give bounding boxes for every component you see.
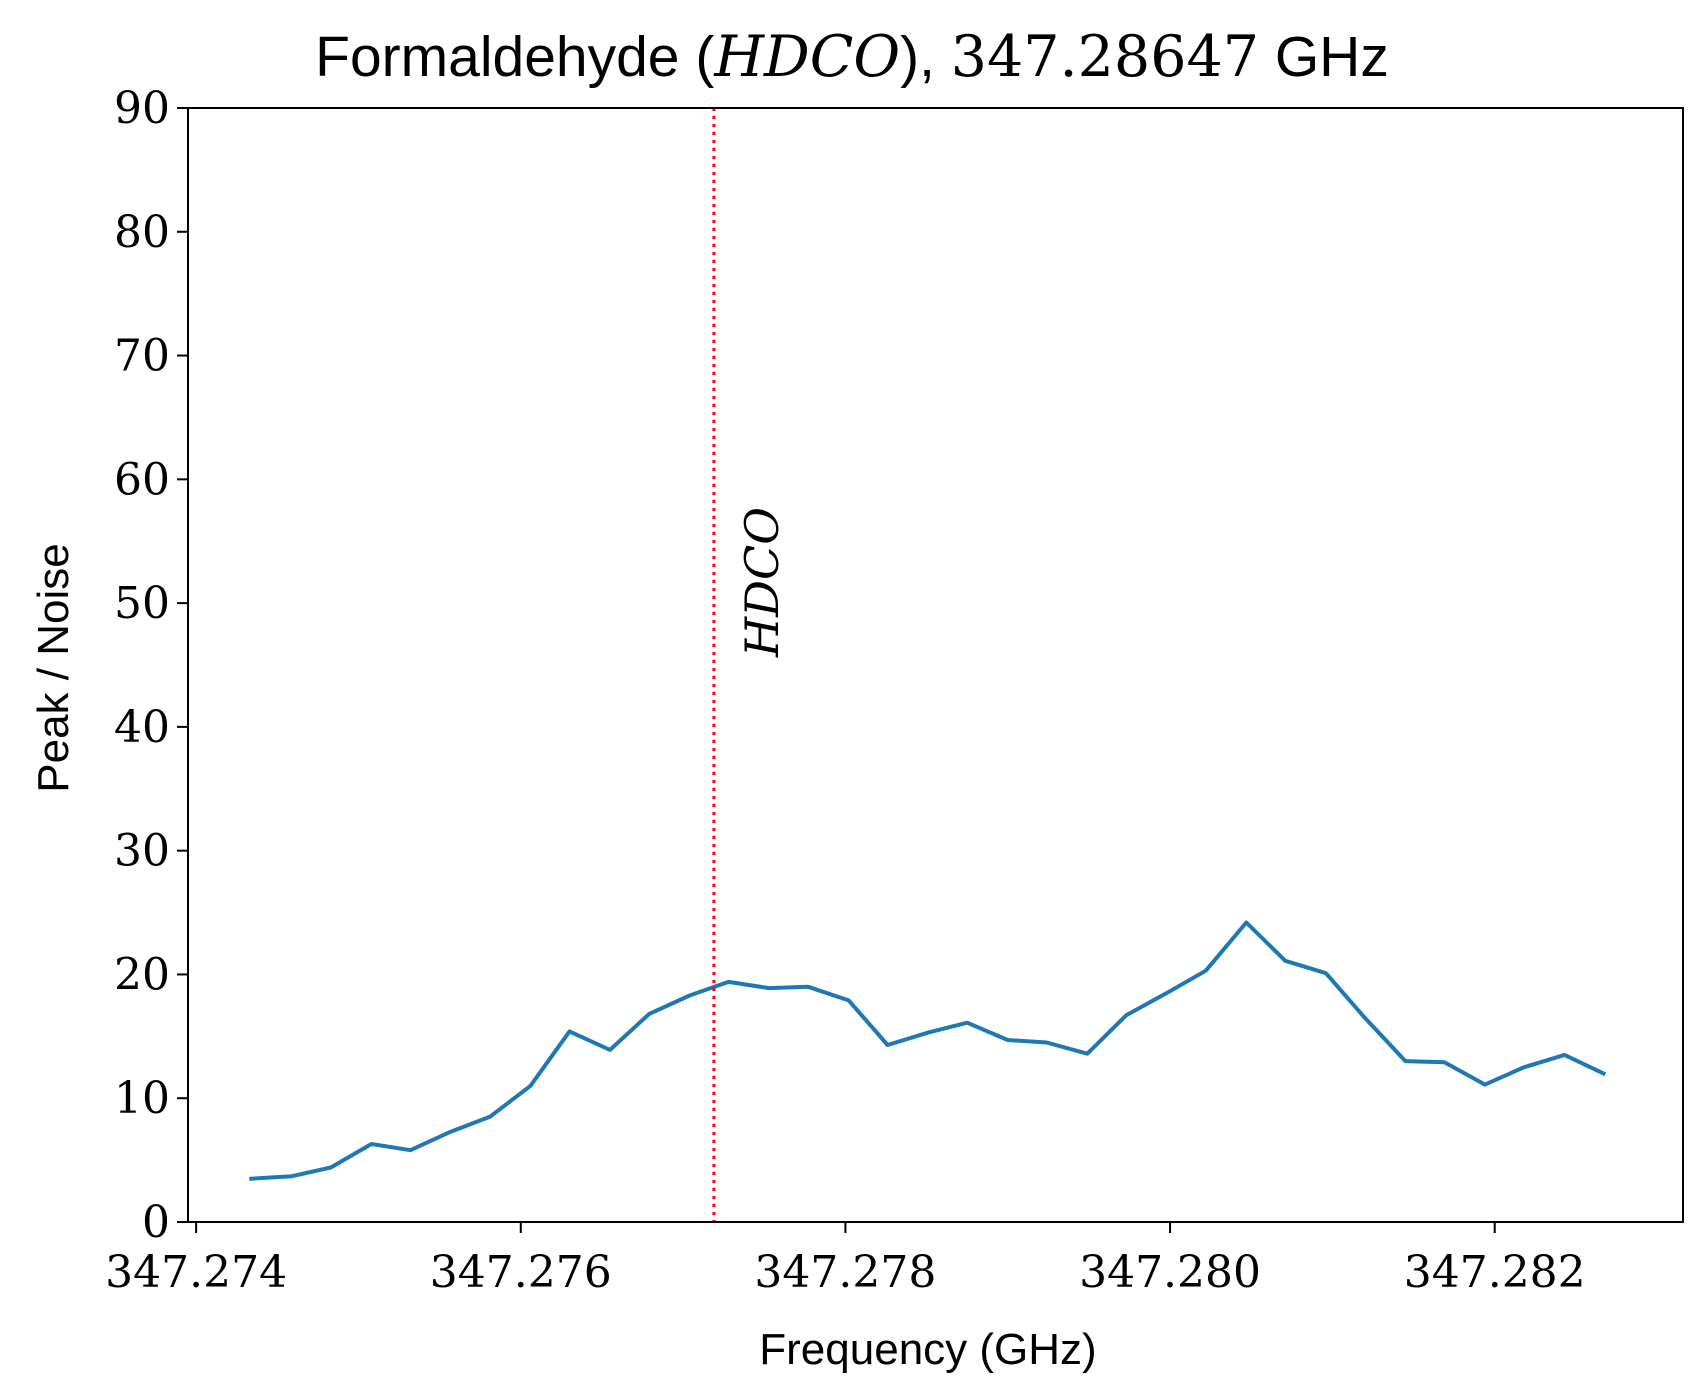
chart-title-frequency: 347.28647 [951, 24, 1259, 90]
y-tick-label: 60 [114, 454, 170, 505]
x-tick-label: 347.280 [1079, 1247, 1261, 1298]
x-tick-label: 347.274 [105, 1247, 287, 1298]
chart-title-prefix: Formaldehyde ( [315, 25, 714, 89]
y-tick-label: 70 [114, 331, 170, 382]
y-tick-label: 10 [114, 1073, 170, 1124]
x-tick-label: 347.278 [754, 1247, 936, 1298]
axes-frame [187, 107, 1684, 1223]
x-tick-label: 347.282 [1404, 1247, 1586, 1298]
y-tick-label: 20 [114, 949, 170, 1000]
y-tick-label: 80 [114, 207, 170, 258]
y-axis-label: Peak / Noise [29, 543, 78, 792]
y-tick-label: 90 [114, 83, 170, 134]
series-line-1 [249, 920, 1607, 1181]
y-tick-label: 0 [142, 1197, 170, 1248]
x-tick-label: 347.276 [430, 1247, 612, 1298]
y-tick-label: 50 [114, 578, 170, 629]
chart-title: Formaldehyde (HDCO), 347.28647 GHz [315, 24, 1389, 90]
chart-title-middle: ), [900, 25, 951, 89]
x-axis-label: Frequency (GHz) [759, 1325, 1096, 1374]
chart-title-molecule: HDCO [713, 24, 900, 90]
y-tick-label: 30 [114, 826, 170, 877]
chart-title-suffix: GHz [1259, 25, 1389, 89]
plot-area: HDCO 347.274 347.276 347.278 347.280 347.282 0… [105, 83, 1684, 1298]
vline-label: HDCO [735, 507, 789, 658]
y-tick-label: 40 [114, 702, 170, 753]
